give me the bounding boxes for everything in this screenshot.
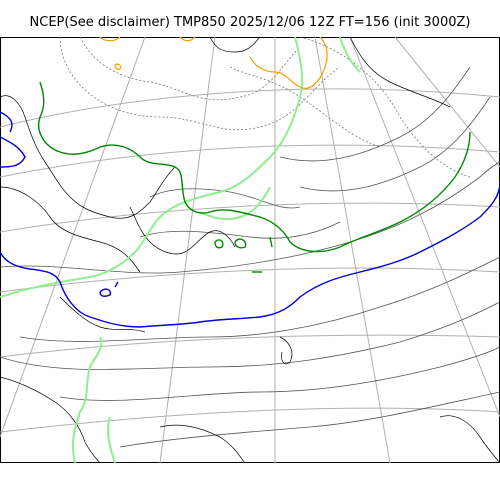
- isotherm-line: [59, 37, 341, 131]
- contour-path: [38, 81, 471, 253]
- coastline-path: [439, 415, 500, 463]
- weather-map: [0, 37, 500, 463]
- contour-path: [114, 281, 119, 288]
- coastline-path: [209, 37, 261, 53]
- contour-path: [0, 181, 500, 328]
- latitude-arc: [0, 144, 500, 178]
- map-frame: [0, 37, 500, 463]
- isotherm-line: [149, 188, 301, 209]
- contour-path: [249, 37, 328, 89]
- meridian-line: [394, 37, 500, 168]
- coastline: [0, 37, 500, 463]
- latitude-arc: [0, 267, 500, 293]
- isotherm-line: [279, 66, 471, 162]
- contour-path: [0, 136, 26, 168]
- contour-path: [99, 37, 121, 42]
- coastline-path: [159, 424, 246, 463]
- contour-path: [114, 63, 122, 70]
- orange-contour: [99, 37, 328, 89]
- isotherm-line: [79, 37, 301, 101]
- coastline-path: [279, 336, 293, 365]
- contour-path: [0, 111, 13, 133]
- contour-path: [269, 236, 273, 248]
- isotherm-line: [299, 96, 491, 192]
- latitude-arc: [0, 88, 500, 128]
- contour-path: [199, 186, 271, 221]
- chart-title: NCEP(See disclaimer) TMP850 2025/12/06 1…: [29, 15, 471, 30]
- meridian-line: [159, 37, 216, 463]
- dark-green-contour: [38, 81, 471, 273]
- meridian-line: [314, 37, 391, 463]
- coastline-path: [0, 376, 101, 463]
- isotherm-line: [59, 346, 500, 401]
- meridian-line: [0, 37, 146, 438]
- coastline-path: [349, 37, 451, 108]
- isotherm-line: [119, 391, 500, 448]
- latitude-arc: [0, 334, 500, 358]
- meridian-line: [349, 37, 500, 418]
- coastline-path: [0, 95, 176, 219]
- contour-path: [214, 239, 224, 249]
- isotherm-line: [19, 256, 500, 342]
- isotherm-line: [139, 221, 341, 239]
- contour-path: [99, 288, 112, 297]
- contour-path: [339, 37, 361, 73]
- contour-path: [71, 336, 103, 463]
- coastline-path: [0, 186, 141, 273]
- contour-path: [106, 416, 116, 463]
- contour-path: [179, 37, 196, 42]
- coastline-path: [129, 206, 236, 255]
- latitude-arc: [0, 407, 500, 433]
- coastline-path: [59, 296, 146, 333]
- contour-path: [234, 238, 247, 249]
- zero-degree-line: [0, 111, 500, 328]
- graticule: [0, 37, 500, 463]
